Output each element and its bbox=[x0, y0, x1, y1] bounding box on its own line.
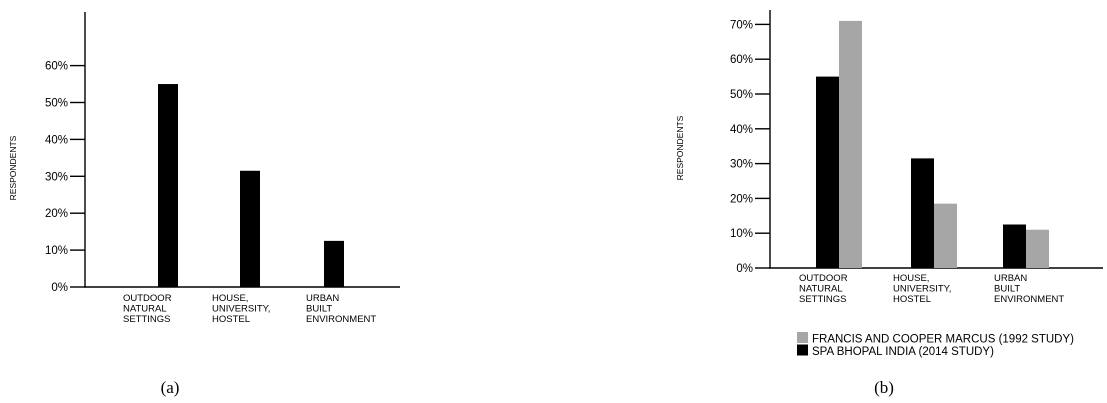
bar-series1 bbox=[324, 241, 344, 287]
x-category-label: OUTDOOR NATURAL SETTINGS bbox=[123, 293, 172, 325]
y-axis-title: RESPONDENTS bbox=[8, 135, 18, 200]
y-tick-label: 10% bbox=[45, 245, 68, 257]
x-category-label-line: URBAN bbox=[994, 273, 1027, 284]
x-category-label: URBAN BUILT ENVIRONMENT bbox=[994, 273, 1064, 305]
legend-swatch bbox=[797, 345, 808, 356]
bar-series2 bbox=[934, 204, 957, 268]
x-category-label-line: SETTINGS bbox=[123, 314, 171, 325]
y-tick-label: 30% bbox=[45, 171, 68, 183]
x-category-label-line: UNIVERSITY, bbox=[893, 284, 951, 295]
legend: FRANCIS AND COOPER MARCUS (1992 STUDY)SP… bbox=[797, 332, 1074, 358]
bar-series1 bbox=[240, 171, 260, 287]
y-tick-label: 50% bbox=[45, 98, 68, 110]
x-category-label-line: NATURAL bbox=[799, 284, 843, 295]
chart-a: 0% 10% 20% 30% 40% 50% 60% OUTDOOR NATURAL SETTIN… bbox=[8, 12, 400, 397]
x-category-label-line: OUTDOOR bbox=[799, 273, 848, 284]
y-tick-label: 10% bbox=[730, 228, 753, 240]
x-category-label: HOUSE, UNIVERSITY, HOSTEL bbox=[893, 273, 951, 305]
bar-series1 bbox=[911, 158, 934, 268]
x-category-label-line: NATURAL bbox=[123, 304, 167, 315]
bar-series2 bbox=[1026, 230, 1049, 268]
x-category-label: URBAN BUILT ENVIRONMENT bbox=[306, 293, 376, 325]
chart-b: 0% 10% 20% 30% 40% 50% 60% 70% OUTDOOR NATURAL SET… bbox=[675, 10, 1103, 397]
x-category-label-line: SETTINGS bbox=[799, 294, 847, 305]
y-axis-title: RESPONDENTS bbox=[675, 115, 685, 180]
y-tick-label: 60% bbox=[730, 54, 753, 66]
y-tick-label: 40% bbox=[730, 124, 753, 136]
x-category-label-line: UNIVERSITY, bbox=[212, 304, 270, 315]
bar-series1 bbox=[158, 84, 178, 287]
y-tick-label: 30% bbox=[730, 159, 753, 171]
x-category-label: OUTDOOR NATURAL SETTINGS bbox=[799, 273, 848, 305]
bar-series2 bbox=[839, 21, 862, 268]
x-category-label-line: ENVIRONMENT bbox=[306, 314, 376, 325]
x-category-label-line: HOSTEL bbox=[893, 294, 931, 305]
y-tick-label: 0% bbox=[51, 282, 68, 294]
x-category-label-line: BUILT bbox=[306, 304, 332, 315]
x-category-label-line: HOUSE, bbox=[893, 273, 929, 284]
bar-series1 bbox=[1003, 225, 1026, 269]
y-tick-label: 0% bbox=[736, 263, 753, 275]
y-tick-label: 40% bbox=[45, 134, 68, 146]
bar-series1 bbox=[816, 77, 839, 268]
x-category-label-line: OUTDOOR bbox=[123, 293, 172, 304]
y-tick-label: 50% bbox=[730, 89, 753, 101]
x-category-label-line: URBAN bbox=[306, 293, 339, 304]
y-tick-label: 70% bbox=[730, 19, 753, 31]
legend-swatch bbox=[797, 332, 808, 343]
x-category-label-line: ENVIRONMENT bbox=[994, 294, 1064, 305]
x-category-label-line: HOSTEL bbox=[212, 314, 250, 325]
y-tick-label: 60% bbox=[45, 61, 68, 73]
panel-label: (b) bbox=[874, 378, 894, 397]
y-tick-label: 20% bbox=[45, 208, 68, 220]
x-category-label-line: HOUSE, bbox=[212, 293, 248, 304]
legend-label: FRANCIS AND COOPER MARCUS (1992 STUDY) bbox=[812, 334, 1074, 346]
x-category-label: HOUSE, UNIVERSITY, HOSTEL bbox=[212, 293, 270, 325]
x-category-label-line: BUILT bbox=[994, 284, 1020, 295]
legend-label: SPA BHOPAL INDIA (2014 STUDY) bbox=[812, 346, 994, 358]
y-tick-label: 20% bbox=[730, 193, 753, 205]
panel-label: (a) bbox=[161, 378, 180, 397]
